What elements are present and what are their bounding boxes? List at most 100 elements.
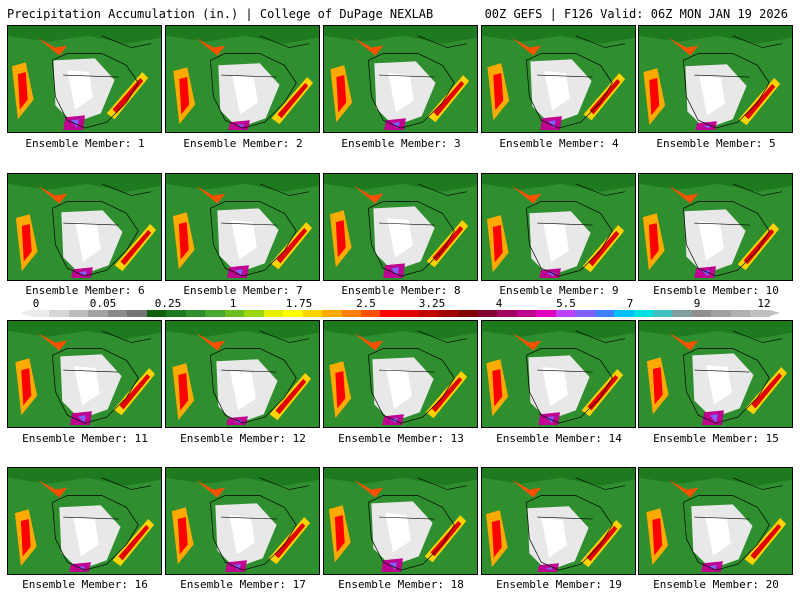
ensemble-member-label: Ensemble Member: 16 <box>22 578 148 591</box>
precip-map <box>166 321 319 427</box>
ensemble-member-label: Ensemble Member: 14 <box>496 432 622 445</box>
colorbar-swatch <box>516 310 537 317</box>
colorbar-swatch <box>283 310 303 317</box>
ensemble-member-label: Ensemble Member: 17 <box>180 578 306 591</box>
colorbar-swatch <box>360 310 381 317</box>
map-title: Precipitation Accumulation (in.) | Colle… <box>7 7 434 21</box>
run-valid-time: 00Z GEFS | F126 Valid: 06Z MON JAN 19 20… <box>484 7 788 21</box>
precip-map <box>482 321 635 427</box>
ensemble-map-panel <box>323 25 478 133</box>
colorbar-right-arrow <box>770 310 780 316</box>
ensemble-member-label: Ensemble Member: 5 <box>656 137 776 150</box>
precip-map <box>482 174 635 280</box>
ensemble-member-label: Ensemble Member: 20 <box>653 578 779 591</box>
colorbar-swatch <box>614 310 634 317</box>
ensemble-map-panel <box>7 467 162 575</box>
colorbar-swatch <box>244 310 264 317</box>
colorbar-swatch <box>205 310 225 317</box>
ensemble-map-panel <box>7 320 162 428</box>
colorbar-swatch <box>419 310 439 317</box>
ensemble-member-label: Ensemble Member: 12 <box>180 432 306 445</box>
ensemble-map-panel <box>481 173 636 281</box>
ensemble-member-label: Ensemble Member: 19 <box>496 578 622 591</box>
colorbar-tick-label: 3.25 <box>418 297 446 310</box>
ensemble-map-panel <box>323 320 478 428</box>
colorbar-swatch <box>438 310 459 317</box>
ensemble-member-label: Ensemble Member: 18 <box>338 578 464 591</box>
precip-map <box>8 174 161 280</box>
colorbar-swatch <box>691 310 712 317</box>
colorbar-swatch <box>594 310 615 317</box>
precip-map <box>639 26 792 132</box>
colorbar-tick-label: 5.5 <box>556 297 576 310</box>
colorbar-tick-label: 2.5 <box>356 297 376 310</box>
colorbar-swatch <box>341 310 361 317</box>
ensemble-map-panel <box>165 173 320 281</box>
ensemble-member-label: Ensemble Member: 4 <box>499 137 619 150</box>
ensemble-map-panel <box>638 467 793 575</box>
colorbar-swatch <box>672 310 692 317</box>
precip-map <box>324 321 477 427</box>
colorbar-swatch <box>107 310 128 317</box>
colorbar <box>20 310 780 317</box>
ensemble-member-label: Ensemble Member: 13 <box>338 432 464 445</box>
ensemble-map-panel <box>481 320 636 428</box>
ensemble-map-panel <box>481 467 636 575</box>
precip-map <box>324 26 477 132</box>
ensemble-member-label: Ensemble Member: 1 <box>25 137 145 150</box>
colorbar-swatch <box>146 310 167 317</box>
colorbar-tick-label: 0.05 <box>89 297 117 310</box>
ensemble-map-panel <box>7 173 162 281</box>
ensemble-map-panel <box>323 173 478 281</box>
colorbar-tick-label: 4 <box>495 297 503 310</box>
precip-map <box>482 468 635 574</box>
colorbar-swatch <box>633 310 653 317</box>
colorbar-tick-label: 9 <box>693 297 701 310</box>
colorbar-swatch <box>224 310 245 317</box>
precip-map <box>166 468 319 574</box>
colorbar-swatch <box>750 310 770 317</box>
colorbar-swatch <box>653 310 673 317</box>
precip-map <box>166 174 319 280</box>
colorbar-swatch <box>458 310 478 317</box>
ensemble-member-label: Ensemble Member: 9 <box>499 284 619 297</box>
colorbar-swatch <box>185 310 206 317</box>
precip-map <box>324 468 477 574</box>
colorbar-swatch <box>88 310 108 317</box>
precip-map <box>166 26 319 132</box>
colorbar-swatch <box>30 310 50 317</box>
ensemble-map-panel <box>638 173 793 281</box>
precip-map <box>8 321 161 427</box>
ensemble-member-label: Ensemble Member: 15 <box>653 432 779 445</box>
ensemble-map-panel <box>638 320 793 428</box>
colorbar-swatch <box>322 310 342 317</box>
colorbar-swatch <box>302 310 323 317</box>
colorbar-swatch <box>380 310 400 317</box>
colorbar-swatch <box>263 310 284 317</box>
colorbar-swatch <box>575 310 595 317</box>
precip-map <box>639 321 792 427</box>
precip-map <box>8 468 161 574</box>
ensemble-map-panel <box>481 25 636 133</box>
precip-map <box>639 468 792 574</box>
colorbar-swatch <box>399 310 420 317</box>
ensemble-map-panel <box>323 467 478 575</box>
colorbar-tick-label: 0.25 <box>154 297 182 310</box>
colorbar-swatch <box>730 310 751 317</box>
ensemble-member-label: Ensemble Member: 6 <box>25 284 145 297</box>
colorbar-swatch <box>536 310 556 317</box>
ensemble-map-panel <box>165 25 320 133</box>
ensemble-member-label: Ensemble Member: 2 <box>183 137 303 150</box>
ensemble-member-label: Ensemble Member: 3 <box>341 137 461 150</box>
colorbar-tick-label: 1 <box>229 297 237 310</box>
ensemble-map-panel <box>638 25 793 133</box>
colorbar-tick-label: 12 <box>757 297 771 310</box>
colorbar-swatch <box>555 310 576 317</box>
ensemble-map-panel <box>165 320 320 428</box>
precip-map <box>639 174 792 280</box>
ensemble-member-label: Ensemble Member: 10 <box>653 284 779 297</box>
ensemble-map-panel <box>165 467 320 575</box>
ensemble-member-label: Ensemble Member: 11 <box>22 432 148 445</box>
colorbar-swatch <box>127 310 147 317</box>
colorbar-left-arrow <box>20 310 30 316</box>
